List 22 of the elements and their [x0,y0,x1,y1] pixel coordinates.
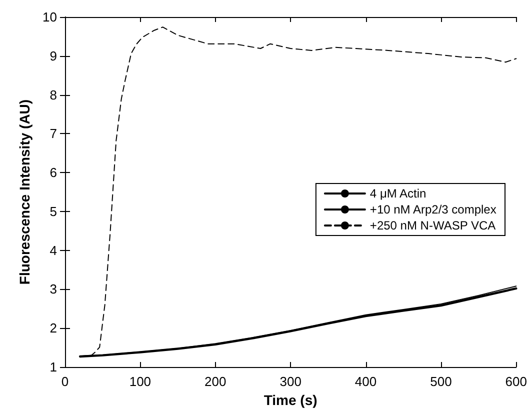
y-tick-label: 7 [50,126,57,142]
x-tick-label: 200 [204,374,226,389]
x-axis-title: Time (s) [264,392,318,408]
y-tick-label: 6 [50,165,57,180]
y-tick-label: 8 [50,87,57,102]
legend-label: +10 nM Arp2/3 complex [370,202,496,216]
y-tick-label: 2 [50,320,57,336]
y-tick-label: 9 [50,48,57,64]
x-tick-label: 500 [430,374,452,389]
y-tick-label: 3 [50,282,57,297]
y-axis-title: Fluorescence Intensity (AU) [16,99,33,285]
x-tick-label: 400 [354,374,377,389]
y-tick-label: 1 [50,360,57,374]
y-tick-label: 10 [42,10,57,24]
legend-label: +250 nM N-WASP VCA [370,218,496,232]
x-tick-label: 300 [280,374,302,389]
y-tick-label: 4 [50,242,57,258]
x-tick-label: 600 [505,374,528,389]
x-tick-label: 100 [129,374,152,389]
x-tick-label: 0 [61,374,69,389]
y-tick-label: 5 [50,204,57,219]
legend-label: 4 μM Actin [370,186,426,200]
